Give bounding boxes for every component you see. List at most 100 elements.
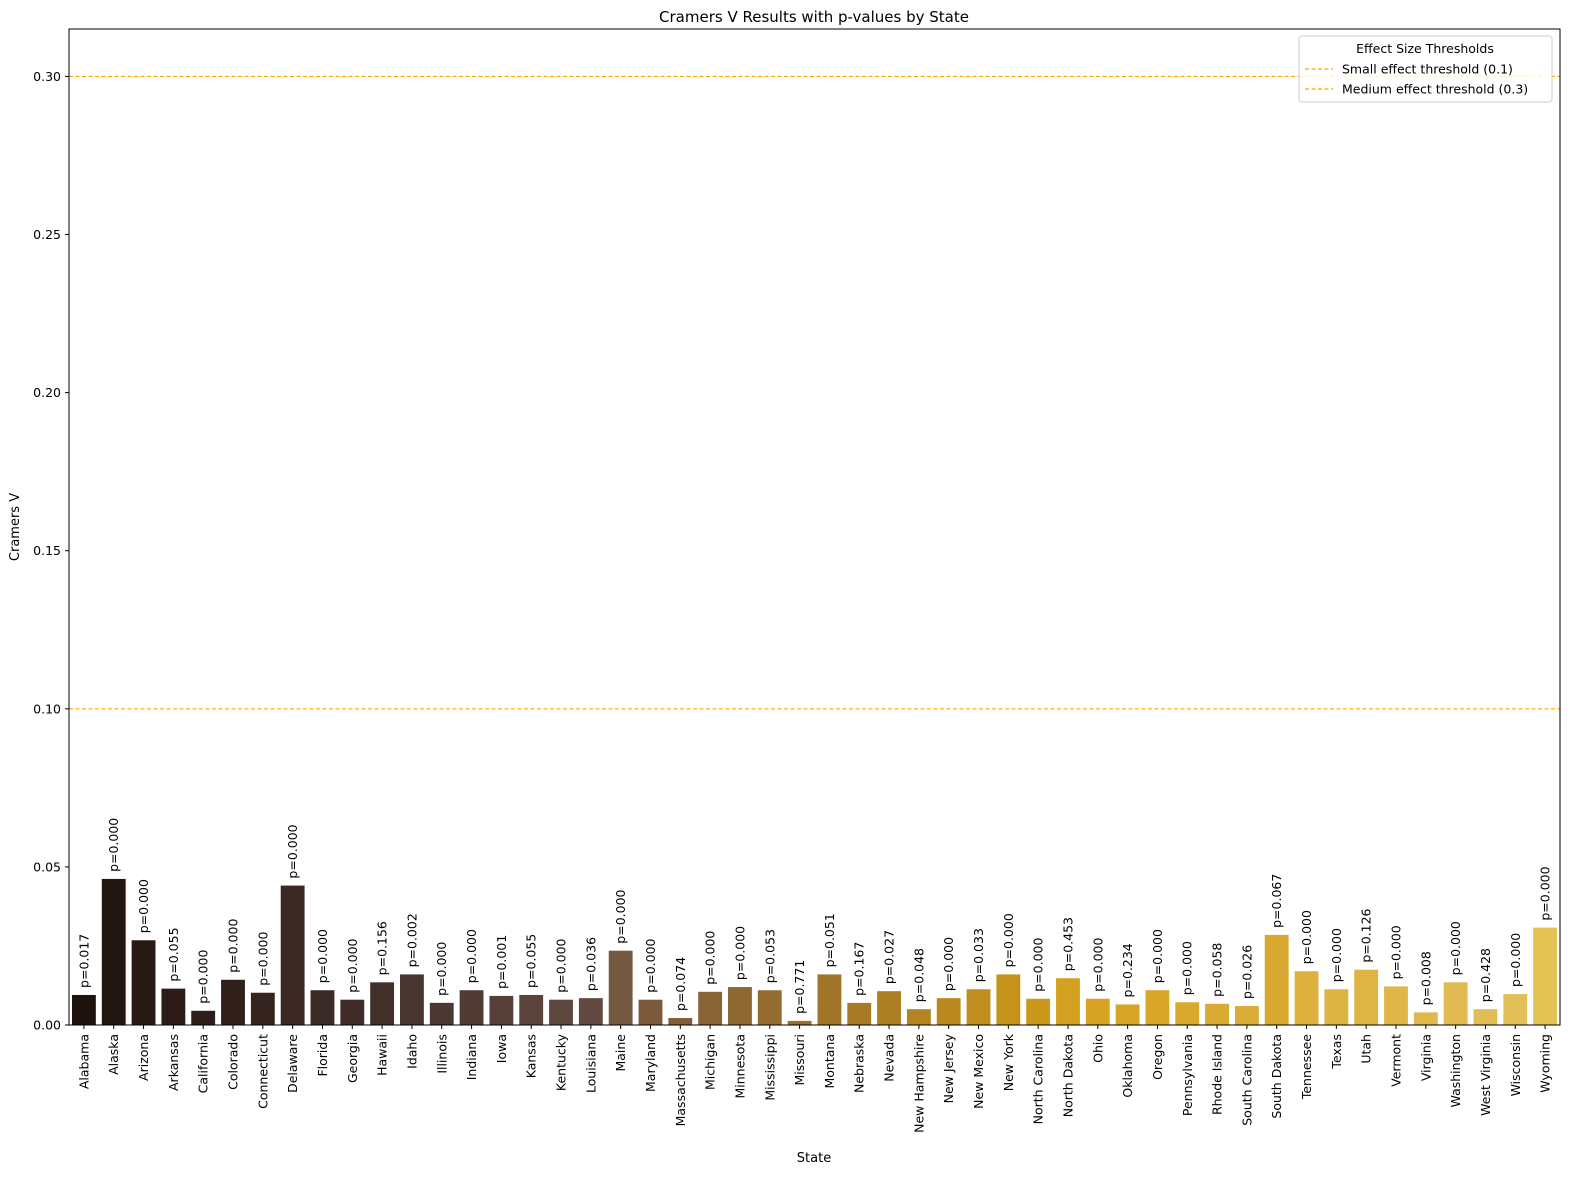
x-tick-label: Wisconsin bbox=[1508, 1034, 1523, 1096]
p-value-label: p=0.036 bbox=[583, 937, 598, 991]
bar bbox=[757, 990, 782, 1025]
p-value-label: p=0.000 bbox=[226, 919, 241, 973]
x-tick-label: Maine bbox=[613, 1034, 628, 1072]
x-tick-label: Rhode Island bbox=[1210, 1034, 1225, 1115]
bar bbox=[1443, 982, 1468, 1025]
x-tick-label: Arizona bbox=[136, 1034, 151, 1081]
x-tick-label: Minnesota bbox=[732, 1034, 747, 1099]
p-value-label: p=0.027 bbox=[882, 930, 897, 984]
x-tick-label: Colorado bbox=[226, 1034, 241, 1090]
bar bbox=[131, 940, 156, 1025]
p-value-label: p=0.234 bbox=[1120, 943, 1135, 997]
p-value-label: p=0.051 bbox=[822, 913, 837, 967]
x-tick-label: Missouri bbox=[792, 1034, 807, 1085]
x-tick-label: Louisiana bbox=[583, 1034, 598, 1093]
x-tick-label: Michigan bbox=[703, 1034, 718, 1090]
bar bbox=[787, 1020, 812, 1025]
x-tick-label: Utah bbox=[1359, 1034, 1374, 1064]
bar bbox=[1234, 1006, 1259, 1025]
p-value-label: p=0.000 bbox=[196, 950, 211, 1004]
p-value-labels: p=0.017 p=0.000 p=0.000 p=0.055 p=0.000 p=0.0… bbox=[76, 818, 1552, 1014]
p-value-label: p=0.000 bbox=[1031, 938, 1046, 992]
x-tick-label: South Dakota bbox=[1269, 1034, 1284, 1119]
bar bbox=[1026, 998, 1051, 1025]
bar bbox=[906, 1009, 931, 1025]
chart-title: Cramers V Results with p-values by State bbox=[659, 8, 969, 26]
p-value-label: p=0.000 bbox=[1538, 866, 1553, 920]
p-value-label: p=0.000 bbox=[613, 889, 628, 943]
bar bbox=[1145, 990, 1170, 1025]
y-tick-label: 0.10 bbox=[33, 701, 61, 716]
bar bbox=[489, 995, 514, 1025]
p-value-label: p=0.000 bbox=[1001, 913, 1016, 967]
x-tick-label: Arkansas bbox=[166, 1034, 181, 1091]
p-value-label: p=0.001 bbox=[494, 935, 509, 989]
bar bbox=[728, 987, 752, 1025]
legend-entry-label: Medium effect threshold (0.3) bbox=[1342, 82, 1528, 97]
x-tick-label: Georgia bbox=[345, 1034, 360, 1083]
bar bbox=[936, 998, 961, 1025]
bar bbox=[1533, 927, 1558, 1025]
bar bbox=[1354, 969, 1379, 1025]
bar bbox=[519, 994, 544, 1025]
bar bbox=[877, 991, 901, 1025]
x-axis-label: State bbox=[797, 1151, 831, 1166]
p-value-label: p=0.000 bbox=[703, 931, 718, 985]
x-tick-label: Nevada bbox=[882, 1034, 897, 1082]
y-axis-label: Cramers V bbox=[8, 493, 23, 561]
p-value-label: p=0.000 bbox=[106, 818, 121, 872]
legend-title: Effect Size Thresholds bbox=[1356, 41, 1494, 56]
bar bbox=[549, 999, 573, 1025]
x-tick-label: Wyoming bbox=[1538, 1034, 1553, 1093]
x-tick-label: Vermont bbox=[1388, 1034, 1403, 1087]
bar bbox=[400, 974, 424, 1025]
x-tick-label: Texas bbox=[1329, 1034, 1344, 1070]
x-tick-label: New Mexico bbox=[971, 1034, 986, 1109]
p-value-label: p=0.053 bbox=[762, 929, 777, 983]
p-value-label: p=0.055 bbox=[524, 934, 539, 988]
x-tick-label: Oregon bbox=[1150, 1034, 1165, 1080]
y-tick-label: 0.00 bbox=[33, 1018, 61, 1033]
p-value-label: p=0.026 bbox=[1239, 945, 1254, 999]
p-value-label: p=0.000 bbox=[136, 879, 151, 933]
bar bbox=[1085, 998, 1110, 1025]
bar bbox=[1294, 971, 1319, 1025]
p-value-label: p=0.033 bbox=[971, 928, 986, 982]
x-tick-label: Massachusetts bbox=[673, 1034, 688, 1126]
x-tick-label: Maryland bbox=[643, 1034, 658, 1092]
legend: Effect Size Thresholds Small effect thres… bbox=[1298, 35, 1553, 103]
x-tick-label: North Carolina bbox=[1031, 1034, 1046, 1124]
bar bbox=[578, 998, 603, 1025]
bar bbox=[1503, 994, 1528, 1025]
y-tick-label: 0.15 bbox=[33, 543, 61, 558]
p-value-label: p=0.000 bbox=[255, 932, 270, 986]
x-tick-label: New York bbox=[1001, 1033, 1016, 1091]
x-tick-label: South Carolina bbox=[1239, 1034, 1254, 1126]
bar bbox=[1324, 989, 1349, 1025]
bar bbox=[1473, 1009, 1498, 1025]
x-tick-label: Tennessee bbox=[1299, 1034, 1314, 1100]
bar bbox=[340, 999, 365, 1025]
bar bbox=[1205, 1003, 1229, 1025]
x-tick-label: Indiana bbox=[464, 1034, 479, 1080]
p-value-label: p=0.074 bbox=[673, 957, 688, 1011]
x-tick-label: Alaska bbox=[106, 1034, 121, 1075]
bar bbox=[608, 950, 633, 1025]
legend-box bbox=[1298, 35, 1553, 103]
plot-frame bbox=[68, 28, 1561, 1026]
bar bbox=[459, 990, 484, 1025]
bar bbox=[1384, 986, 1408, 1025]
threshold-lines bbox=[69, 75, 1560, 710]
p-value-label: p=0.000 bbox=[1299, 910, 1314, 964]
x-tick-label: West Virginia bbox=[1478, 1034, 1493, 1116]
p-value-label: p=0.000 bbox=[434, 942, 449, 996]
bar bbox=[996, 974, 1021, 1025]
p-value-label: p=0.048 bbox=[911, 948, 926, 1002]
x-tick-label: New Hampshire bbox=[911, 1034, 926, 1133]
bar bbox=[71, 994, 96, 1025]
bar bbox=[1115, 1004, 1140, 1025]
p-value-label: p=0.771 bbox=[792, 960, 807, 1014]
bar bbox=[280, 885, 305, 1025]
